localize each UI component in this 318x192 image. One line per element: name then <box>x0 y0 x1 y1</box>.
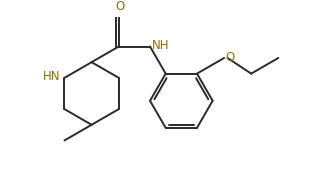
Text: NH: NH <box>152 39 169 52</box>
Text: O: O <box>226 51 235 64</box>
Text: O: O <box>115 0 124 13</box>
Text: HN: HN <box>43 70 60 83</box>
